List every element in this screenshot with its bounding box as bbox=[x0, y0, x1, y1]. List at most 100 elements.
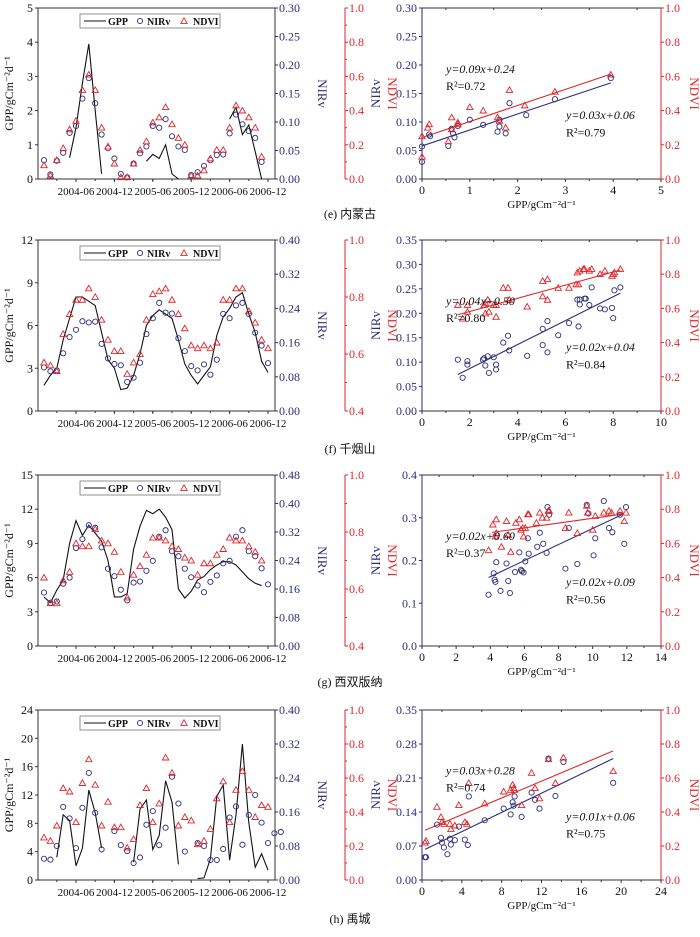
nirv-point bbox=[149, 557, 156, 564]
y3-tick-label: 0.4 bbox=[349, 805, 364, 819]
scatter-ndvi-point bbox=[454, 801, 463, 809]
scatter-ndvi-point bbox=[465, 103, 474, 111]
y3-tick-label: 0.6 bbox=[349, 347, 364, 361]
nirv-point bbox=[47, 368, 54, 375]
x-tick-label: 2006-06 bbox=[211, 186, 248, 198]
scatter-nirv-point bbox=[481, 817, 488, 824]
scatter-nirv-point bbox=[592, 535, 599, 542]
nirv-point bbox=[117, 842, 124, 849]
ndvi-point bbox=[206, 824, 215, 832]
scatter-y-axis-label: NIRv bbox=[368, 79, 383, 108]
scatter-y-tick-label: 0.15 bbox=[396, 87, 417, 101]
nirv-point bbox=[117, 362, 124, 369]
nirv-point bbox=[143, 330, 150, 338]
scatter-ndvi-point bbox=[515, 515, 524, 523]
scatter-y-tick-label: 0.1 bbox=[402, 596, 417, 610]
panel-f: 0369120.000.080.160.240.320.400.40.60.81… bbox=[2, 233, 700, 443]
nirv-point bbox=[239, 841, 246, 848]
ndvi-point bbox=[72, 539, 80, 547]
legend-nirv-swatch bbox=[136, 719, 144, 727]
scatter-ndvi-point bbox=[418, 132, 426, 140]
gpp-line bbox=[133, 780, 179, 865]
nirv-point bbox=[188, 574, 195, 581]
scatter-nirv-point bbox=[422, 854, 430, 861]
ndvi-point bbox=[97, 536, 106, 544]
legend-nirv-label: NIRv bbox=[147, 719, 170, 730]
y3-tick-label: 0.6 bbox=[349, 771, 364, 785]
ndvi-fit-r2: R²=0.37 bbox=[446, 546, 485, 560]
scatter-x-tick-label: 4 bbox=[610, 183, 616, 197]
ndvi-point bbox=[148, 818, 157, 826]
y-tick-label: 9 bbox=[27, 536, 33, 550]
ndvi-point bbox=[232, 284, 240, 292]
ndvi-point bbox=[110, 159, 119, 167]
scatter-ndvi-point bbox=[554, 283, 563, 291]
ndvi-point bbox=[206, 344, 215, 352]
ndvi-point bbox=[59, 576, 68, 584]
nirv-point bbox=[252, 553, 259, 560]
scatter-ndvi-point bbox=[495, 116, 504, 124]
scatter-nirv-point bbox=[534, 543, 541, 550]
gpp-line bbox=[43, 291, 269, 391]
ndvi-point bbox=[161, 536, 170, 544]
scatter-y-axis-label: NIRv bbox=[368, 546, 383, 575]
scatter-nirv-point bbox=[447, 841, 454, 848]
y2-axis-label: NIRv bbox=[315, 546, 330, 575]
scatter-nirv-point bbox=[464, 361, 471, 368]
scatter-ndvi-point bbox=[497, 542, 506, 550]
y3-tick-label: 1.0 bbox=[349, 233, 364, 247]
scatter-nirv-point bbox=[509, 799, 516, 806]
scatter-nirv-point bbox=[451, 837, 458, 844]
scatter-nirv-point bbox=[597, 305, 604, 312]
scatter-ndvi-point bbox=[422, 836, 430, 844]
y-tick-label: 8 bbox=[27, 816, 33, 830]
nirv-point bbox=[162, 309, 169, 316]
scatter-nirv-point bbox=[617, 284, 624, 291]
nirv-point bbox=[124, 378, 131, 385]
ndvi-point bbox=[219, 777, 228, 785]
scatter-ndvi-point bbox=[504, 530, 513, 538]
scatter-y2-tick-label: 1.0 bbox=[665, 703, 680, 717]
legend-nirv-swatch bbox=[136, 249, 144, 257]
scatter-ndvi-point bbox=[583, 508, 592, 516]
legend-ndvi-swatch bbox=[180, 718, 188, 726]
legend-box bbox=[79, 13, 221, 29]
legend-gpp-label: GPP bbox=[108, 719, 128, 730]
nirv-point bbox=[130, 374, 137, 381]
scatter-nirv-point bbox=[497, 587, 504, 594]
scatter-ndvi-point bbox=[532, 518, 541, 526]
nirv-point bbox=[226, 814, 233, 821]
ndvi-point bbox=[257, 335, 266, 343]
x-tick-label: 2006-12 bbox=[250, 653, 287, 665]
ndvi-point bbox=[142, 315, 151, 323]
nirv-point bbox=[181, 565, 188, 572]
scatter-y-tick-label: 0.30 bbox=[396, 1, 417, 15]
nirv-point bbox=[143, 821, 150, 828]
scatter-y-tick-label: 0.05 bbox=[396, 380, 417, 394]
scatter-nirv-point bbox=[544, 318, 551, 325]
nirv-point bbox=[149, 122, 156, 130]
y2-tick-label: 0.32 bbox=[279, 267, 300, 281]
scatter-nirv-point bbox=[586, 301, 593, 309]
scatter-nirv-point bbox=[516, 549, 523, 556]
ndvi-point bbox=[257, 801, 266, 809]
scatter-ndvi-point bbox=[480, 799, 489, 807]
scatter-nirv-point bbox=[455, 823, 462, 830]
y3-tick-label: 0.0 bbox=[349, 172, 364, 186]
scatter-ndvi-point bbox=[607, 508, 616, 516]
y2-axis-label: NIRv bbox=[315, 79, 330, 108]
scatter-y2-tick-label: 1.0 bbox=[665, 233, 680, 247]
scatter-nirv-point bbox=[480, 121, 487, 128]
scatter-ndvi-point bbox=[506, 785, 515, 793]
nirv-point bbox=[72, 845, 80, 852]
ndvi-point bbox=[193, 840, 202, 848]
x-tick-label: 2006-06 bbox=[211, 418, 248, 430]
legend-gpp-label: GPP bbox=[108, 484, 128, 495]
scatter-ndvi-point bbox=[588, 525, 597, 533]
scatter-ndvi-point bbox=[582, 501, 591, 509]
scatter-ndvi-point bbox=[492, 515, 501, 523]
ndvi-point bbox=[161, 284, 170, 292]
legend-ndvi-label: NDVI bbox=[193, 484, 219, 495]
y3-tick-label: 0.8 bbox=[349, 525, 364, 539]
nirv-point bbox=[239, 299, 246, 306]
